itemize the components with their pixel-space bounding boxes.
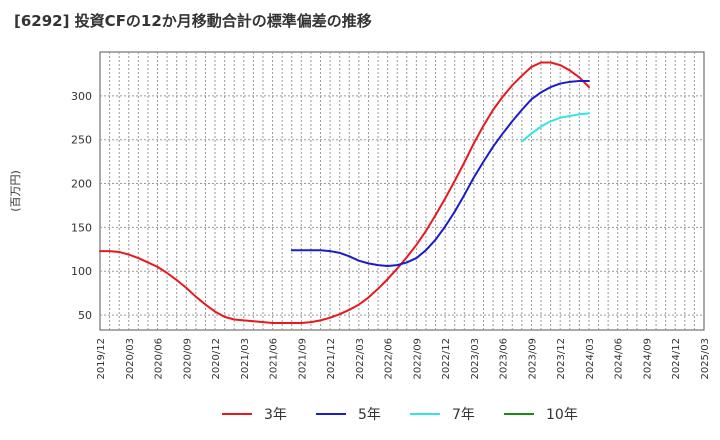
x-tick-label: 2025/03 xyxy=(700,338,711,380)
series-line xyxy=(99,61,590,324)
y-tick-label: 300 xyxy=(71,90,92,103)
x-tick-label: 2021/12 xyxy=(326,338,337,380)
y-tick-label: 100 xyxy=(71,265,92,278)
x-tick-label: 2023/06 xyxy=(499,338,510,380)
x-tick-label: 2020/03 xyxy=(125,338,136,380)
y-axis-label: (百万円) xyxy=(9,170,22,212)
series-line xyxy=(520,112,590,143)
series-line xyxy=(290,79,590,267)
x-tick-label: 2023/09 xyxy=(527,338,538,380)
legend-label: 10年 xyxy=(546,407,578,423)
series-lines xyxy=(99,61,590,324)
x-tick-label: 2019/12 xyxy=(96,338,107,380)
x-tick-label: 2022/06 xyxy=(384,338,395,380)
x-tick-label: 2023/03 xyxy=(470,338,481,380)
x-axis-ticks: 2019/12 2020/03 2020/06 2020/09 2020/12 2021/… xyxy=(96,338,711,380)
y-tick-label: 200 xyxy=(71,178,92,191)
y-axis-ticks: 50 100 150 200 250 300 xyxy=(71,90,92,322)
legend-label: 7年 xyxy=(452,407,475,423)
x-tick-label: 2024/09 xyxy=(642,338,653,380)
x-tick-label: 2020/12 xyxy=(211,338,222,380)
x-tick-label: 2021/09 xyxy=(297,338,308,380)
x-tick-label: 2020/06 xyxy=(154,338,165,380)
legend-label: 5年 xyxy=(358,407,381,423)
plot-area xyxy=(99,51,705,331)
x-tick-label: 2021/06 xyxy=(269,338,280,380)
x-tick-label: 2023/12 xyxy=(556,338,567,380)
y-tick-label: 50 xyxy=(78,309,92,322)
x-tick-label: 2020/09 xyxy=(182,338,193,380)
chart-title: [6292] 投資CFの12か月移動合計の標準偏差の推移 xyxy=(14,12,372,30)
grid-lines xyxy=(100,52,704,330)
legend-label: 3年 xyxy=(264,407,287,423)
x-tick-label: 2022/12 xyxy=(441,338,452,380)
x-tick-label: 2021/03 xyxy=(240,338,251,380)
y-tick-label: 250 xyxy=(71,134,92,147)
x-tick-label: 2024/06 xyxy=(614,338,625,380)
x-tick-label: 2022/03 xyxy=(355,338,366,380)
y-tick-label: 150 xyxy=(71,221,92,234)
x-tick-label: 2024/12 xyxy=(671,338,682,380)
legend: 3年 5年 7年 10年 xyxy=(222,407,578,423)
x-tick-label: 2022/09 xyxy=(412,338,423,380)
x-tick-label: 2024/03 xyxy=(585,338,596,380)
